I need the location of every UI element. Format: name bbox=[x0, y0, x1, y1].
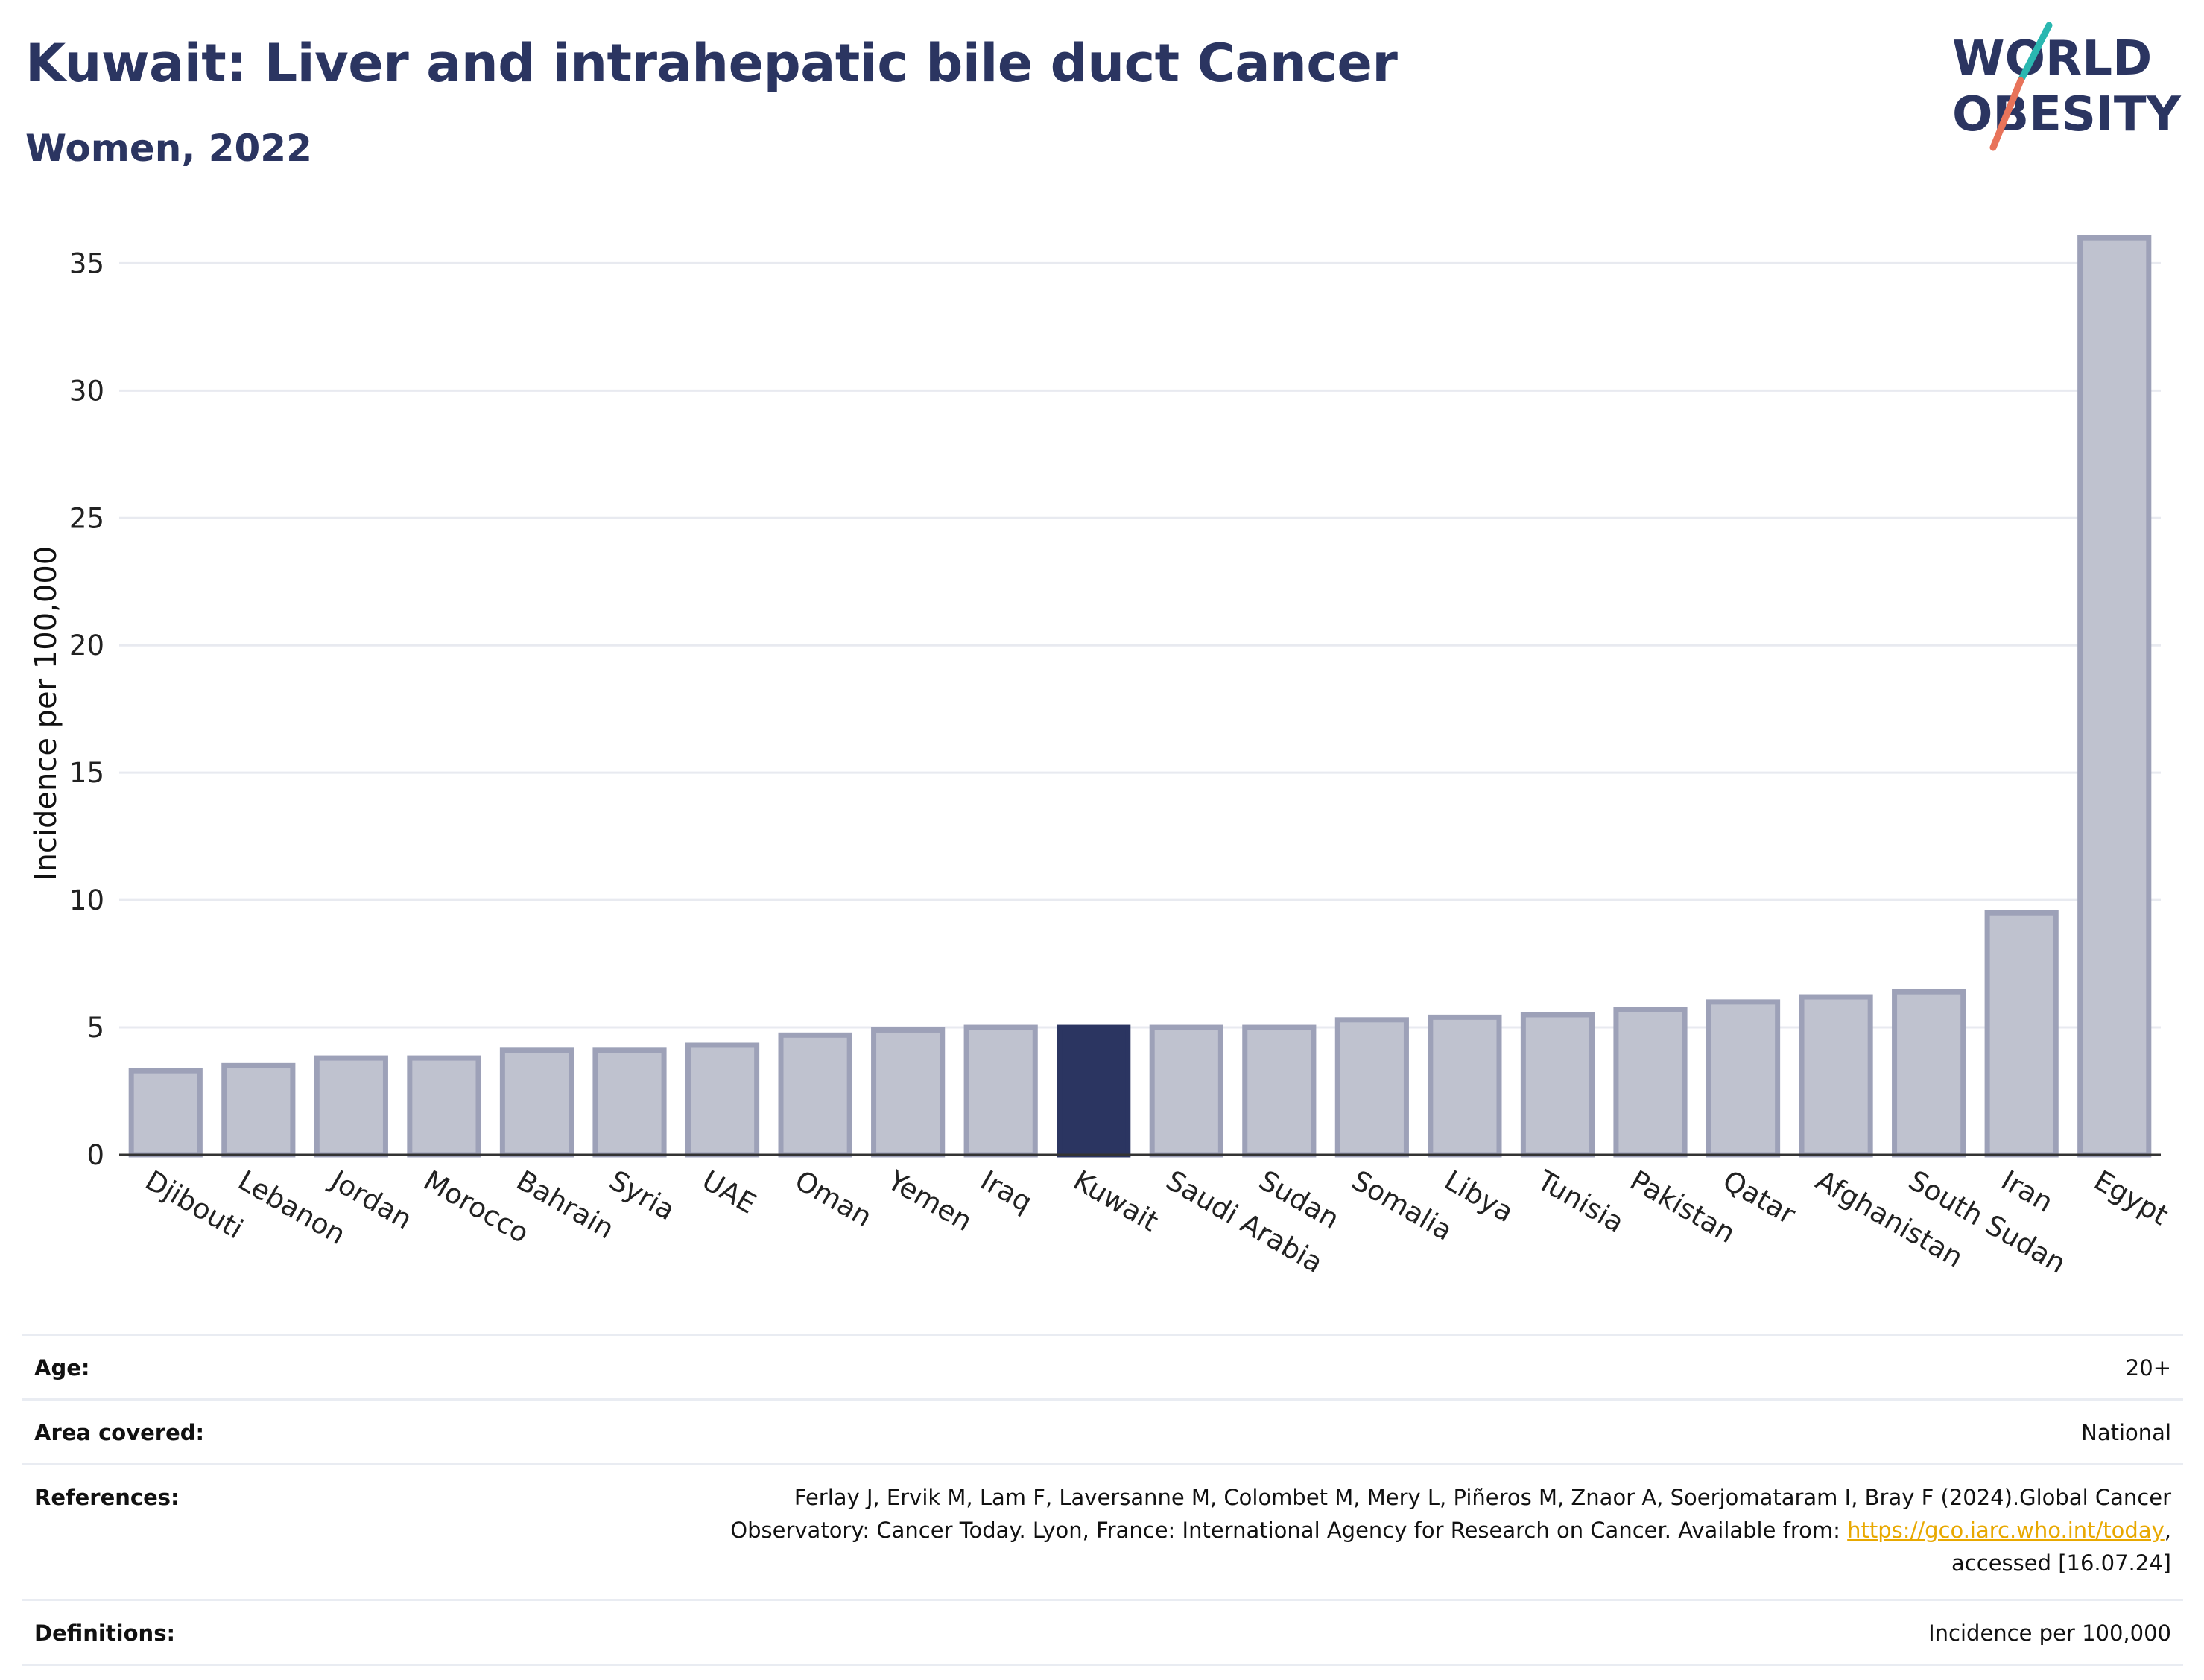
bar-djibouti[interactable] bbox=[128, 1068, 203, 1158]
bar-iraq[interactable] bbox=[963, 1024, 1038, 1158]
definitions-value: Incidence per 100,000 bbox=[1928, 1620, 2171, 1646]
bar-south-sudan[interactable] bbox=[1892, 989, 1966, 1158]
meta-row-area: Area covered: National bbox=[22, 1398, 2183, 1463]
bars bbox=[128, 235, 2152, 1158]
bar-saudi-arabia[interactable] bbox=[1149, 1024, 1223, 1158]
meta-row-definitions: Definitions: Incidence per 100,000 bbox=[22, 1599, 2183, 1666]
y-tick-label: 5 bbox=[86, 1012, 104, 1044]
x-tick-label: Morocco bbox=[418, 1164, 534, 1250]
x-tick-label: Kuwait bbox=[1068, 1164, 1164, 1238]
bar-yemen[interactable] bbox=[871, 1027, 946, 1158]
references-value: Ferlay J, Ervik M, Lam F, Laversanne M, … bbox=[730, 1481, 2171, 1579]
bar-pakistan[interactable] bbox=[1613, 1007, 1688, 1158]
age-label: Age: bbox=[34, 1355, 90, 1381]
bar-egypt[interactable] bbox=[2077, 235, 2152, 1158]
x-tick-label: Egypt bbox=[2089, 1164, 2173, 1232]
x-tick-label: Oman bbox=[790, 1164, 878, 1234]
age-value: 20+ bbox=[2125, 1355, 2171, 1381]
y-tick-label: 0 bbox=[86, 1139, 104, 1171]
bar-somalia[interactable] bbox=[1334, 1017, 1409, 1158]
bar-morocco[interactable] bbox=[407, 1055, 481, 1158]
bar-uae[interactable] bbox=[685, 1042, 760, 1158]
y-tick-label: 15 bbox=[69, 757, 104, 789]
y-tick-label: 25 bbox=[69, 502, 104, 534]
area-value: National bbox=[2081, 1420, 2171, 1445]
meta-row-references: References: Ferlay J, Ervik M, Lam F, La… bbox=[22, 1463, 2183, 1599]
metadata-table: Age: 20+ Area covered: National Referenc… bbox=[22, 1334, 2183, 1666]
bar-syria[interactable] bbox=[592, 1047, 667, 1158]
references-text-1: Ferlay J, Ervik M, Lam F, Laversanne M, … bbox=[794, 1485, 2171, 1510]
references-text-4: accessed [16.07.24] bbox=[1951, 1550, 2171, 1576]
y-tick-label: 20 bbox=[69, 630, 104, 662]
chart-subtitle: Women, 2022 bbox=[25, 127, 312, 170]
references-text-2: Observatory: Cancer Today. Lyon, France:… bbox=[730, 1518, 1848, 1543]
bar-kuwait[interactable] bbox=[1057, 1024, 1131, 1158]
bar-jordan[interactable] bbox=[314, 1055, 388, 1158]
area-label: Area covered: bbox=[34, 1420, 205, 1445]
bar-sudan[interactable] bbox=[1242, 1024, 1317, 1158]
y-tick-label: 30 bbox=[69, 375, 104, 407]
x-tick-label: South Sudan bbox=[1903, 1164, 2071, 1280]
x-tick-label: Somalia bbox=[1346, 1164, 1458, 1247]
x-tick-label: Djibouti bbox=[140, 1164, 249, 1246]
x-tick-label: Tunisia bbox=[1531, 1164, 1630, 1239]
x-tick-label: Pakistan bbox=[1625, 1164, 1741, 1250]
bar-libya[interactable] bbox=[1428, 1014, 1502, 1158]
definitions-label: Definitions: bbox=[34, 1620, 176, 1646]
y-axis-ticks: 0 5 10 15 20 25 30 35 bbox=[69, 247, 104, 1171]
bar-afghanistan[interactable] bbox=[1799, 994, 1873, 1158]
x-tick-label: Yemen bbox=[881, 1164, 978, 1237]
grid-lines bbox=[119, 261, 2161, 1029]
x-tick-label: Iraq bbox=[975, 1164, 1038, 1219]
references-text-3: , bbox=[2164, 1518, 2171, 1543]
bar-tunisia[interactable] bbox=[1520, 1012, 1595, 1158]
bar-iran[interactable] bbox=[1984, 910, 2059, 1158]
references-label: References: bbox=[34, 1485, 180, 1510]
bar-oman[interactable] bbox=[778, 1032, 852, 1158]
bar-lebanon[interactable] bbox=[221, 1062, 296, 1158]
bar-bahrain[interactable] bbox=[499, 1047, 574, 1158]
y-tick-label: 35 bbox=[69, 247, 104, 279]
x-tick-label: Saudi Arabia bbox=[1161, 1164, 1329, 1280]
logo-line2: OBESITY bbox=[1952, 87, 2181, 142]
logo-line1: WORLD bbox=[1952, 31, 2152, 86]
meta-row-age: Age: 20+ bbox=[22, 1334, 2183, 1398]
y-tick-label: 10 bbox=[69, 884, 104, 916]
chart-title: Kuwait: Liver and intrahepatic bile duct… bbox=[25, 33, 1398, 94]
x-tick-label: UAE bbox=[697, 1164, 761, 1220]
x-tick-label: Iran bbox=[1996, 1164, 2059, 1219]
world-obesity-logo: WORLD OBESITY bbox=[1952, 22, 2181, 151]
references-link[interactable]: https://gco.iarc.who.int/today bbox=[1847, 1518, 2165, 1543]
bar-qatar[interactable] bbox=[1706, 999, 1781, 1158]
y-axis-label: Incidence per 100,000 bbox=[29, 546, 63, 881]
